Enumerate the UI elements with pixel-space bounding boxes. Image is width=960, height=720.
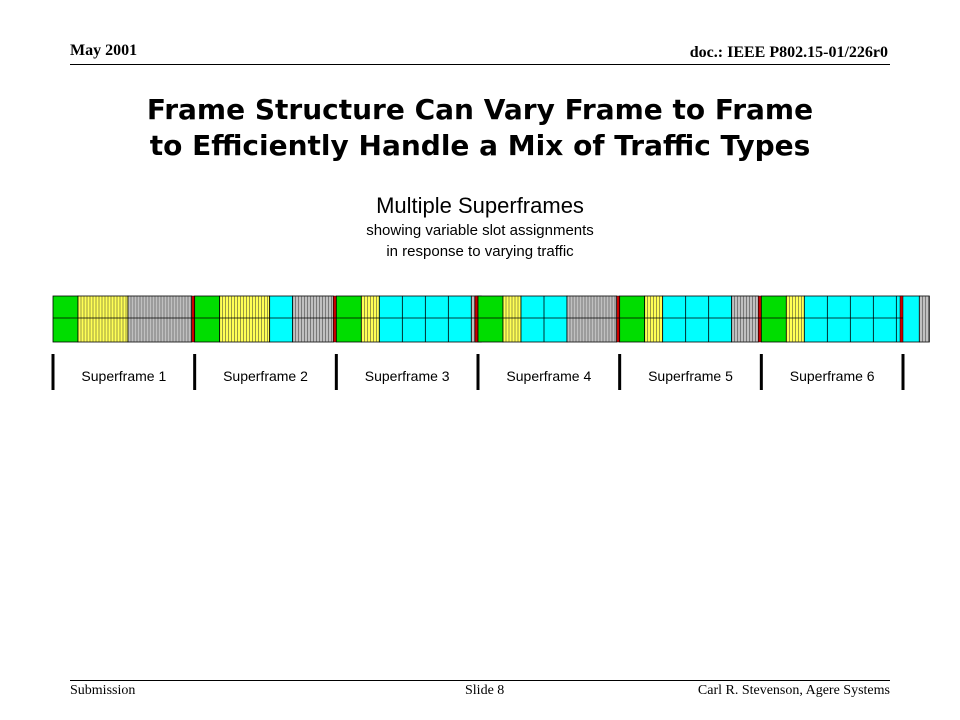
sf1-beacon-block [52,295,79,343]
diagram-subcaption-1: showing variable slot assignments [366,222,594,239]
slide-title: Frame Structure Can Vary Frame to Frame … [0,92,960,164]
header-doc-id: doc.: IEEE P802.15-01/226r0 [689,44,888,61]
sf2-yellow-block [219,295,271,343]
sf2-cyan-block [269,295,294,343]
superframe-label: Superframe 6 [790,368,875,384]
header-date: May 2001 [70,42,138,59]
sf3-end-marker [474,295,479,343]
footer-rule [70,680,890,681]
diagram-subcaption-2: in response to varying traffic [386,243,574,260]
sf3-beacon-block [335,295,362,343]
sf6-gray-block [918,295,930,343]
footer-slide-number: Slide 8 [465,683,505,698]
footer-submission: Submission [70,683,136,698]
sf5-gray-block [731,295,759,343]
header-rule [70,64,890,65]
superframe-label: Superframe 3 [365,368,450,384]
sf4-beacon-block [477,295,504,343]
sf6-end-marker [899,295,904,343]
slide-title-line-2: to Efficiently Handle a Mix of Traffic T… [149,129,811,162]
sf1-yellow-block [77,295,129,343]
superframe-label: Superframe 1 [81,368,166,384]
slide-title-line-1: Frame Structure Can Vary Frame to Frame [146,93,814,126]
sf1-gray-block [127,295,193,343]
sf1-end-marker [191,295,195,343]
sf2-beacon-block [194,295,221,343]
sf4-gray-block [566,295,618,343]
superframe-label: Superframe 2 [223,368,308,384]
footer-author: Carl R. Stevenson, Agere Systems [697,683,890,698]
sf5-end-marker [758,295,762,343]
sf4-end-marker [616,295,620,343]
superframe-label: Superframe 5 [648,368,733,384]
sf5-beacon-block [619,295,646,343]
diagram-caption: Multiple Superframes [376,193,584,218]
sf6-beacon-block [760,295,787,343]
sf2-end-marker [333,295,337,343]
superframe-label: Superframe 4 [506,368,591,384]
sf5-cyan-block [662,295,733,343]
